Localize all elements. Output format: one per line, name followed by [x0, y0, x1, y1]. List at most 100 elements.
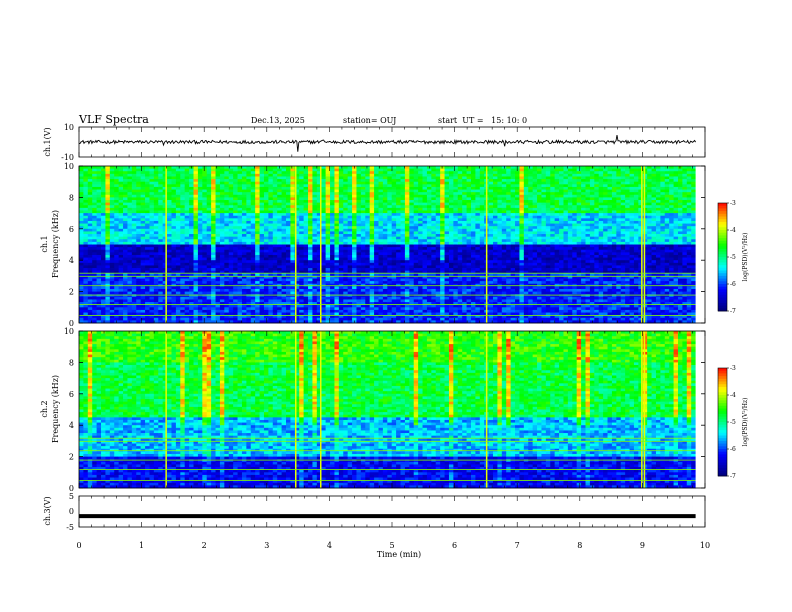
heatmap-cell — [338, 231, 344, 235]
heatmap-cell — [158, 205, 164, 209]
heatmap-cell — [215, 288, 221, 292]
heatmap-cell — [96, 260, 102, 264]
heatmap-cell — [184, 231, 190, 235]
heatmap-cell — [330, 252, 335, 256]
heatmap-cell — [369, 317, 375, 321]
heatmap-cell — [246, 254, 252, 258]
heatmap-cell — [365, 286, 371, 290]
heatmap-cell — [145, 288, 150, 292]
heatmap-cell — [321, 247, 327, 251]
heatmap-cell — [259, 315, 265, 319]
heatmap-cell — [308, 299, 313, 303]
heatmap-cell — [294, 192, 300, 196]
heatmap-cell — [400, 294, 406, 298]
heatmap-cell — [382, 192, 388, 196]
heatmap-cell — [281, 309, 287, 313]
heatmap-cell — [312, 189, 318, 193]
heatmap-cell — [330, 202, 335, 206]
heatmap-cell — [219, 234, 225, 238]
heatmap-cell — [343, 231, 349, 235]
heatmap-cell — [145, 166, 150, 170]
heatmap-cell — [272, 166, 278, 170]
heatmap-cell — [321, 304, 327, 308]
heatmap-cell — [418, 307, 423, 311]
heatmap-cell — [343, 194, 349, 198]
heatmap-cell — [286, 291, 291, 295]
heatmap-cell — [290, 200, 296, 204]
heatmap-cell — [127, 307, 133, 311]
heatmap-cell — [162, 260, 168, 264]
heatmap-cell — [308, 215, 313, 219]
heatmap-cell — [426, 283, 432, 287]
heatmap-cell — [263, 317, 269, 321]
heatmap-cell — [237, 265, 243, 269]
heatmap-cell — [290, 207, 296, 211]
heatmap-cell — [145, 320, 150, 324]
heatmap-cell — [250, 236, 256, 240]
heatmap-cell — [167, 286, 172, 290]
heatmap-cell — [426, 176, 432, 180]
heatmap-cell — [255, 304, 260, 308]
heatmap-cell — [396, 205, 401, 209]
heatmap-cell — [149, 320, 155, 324]
heatmap-cell — [263, 270, 269, 274]
heatmap-cell — [189, 192, 194, 196]
heatmap-cell — [79, 241, 84, 245]
heatmap-cell — [180, 239, 186, 243]
heatmap-cell — [83, 247, 89, 251]
heatmap-cell — [167, 317, 172, 321]
heatmap-cell — [215, 236, 221, 240]
heatmap-cell — [96, 223, 102, 227]
heatmap-cell — [325, 184, 331, 188]
heatmap-cell — [206, 234, 212, 238]
heatmap-cell — [422, 179, 428, 183]
heatmap-cell — [136, 281, 142, 285]
heatmap-cell — [127, 192, 133, 196]
heatmap-cell — [356, 294, 362, 298]
heatmap-cell — [268, 296, 274, 300]
heatmap-cell — [356, 234, 362, 238]
heatmap-cell — [109, 275, 115, 279]
heatmap-cell — [219, 278, 225, 282]
heatmap-cell — [272, 270, 278, 274]
heatmap-cell — [228, 278, 234, 282]
heatmap-cell — [153, 283, 159, 287]
heatmap-cell — [422, 270, 428, 274]
heatmap-cell — [356, 189, 362, 193]
heatmap-cell — [387, 304, 393, 308]
heatmap-cell — [255, 275, 260, 279]
heatmap-cell — [140, 179, 146, 183]
heatmap-cell — [136, 181, 142, 185]
heatmap-cell — [352, 296, 357, 300]
heatmap-cell — [369, 213, 375, 217]
heatmap-cell — [294, 202, 300, 206]
heatmap-cell — [382, 226, 388, 230]
heatmap-cell — [294, 302, 300, 306]
heatmap-cell — [422, 260, 428, 264]
heatmap-cell — [431, 254, 437, 258]
heatmap-cell — [365, 226, 371, 230]
heatmap-cell — [343, 236, 349, 240]
heatmap-cell — [299, 176, 305, 180]
heatmap-cell — [409, 309, 415, 313]
heatmap-cell — [272, 228, 278, 232]
heatmap-cell — [321, 231, 327, 235]
heatmap-cell — [193, 231, 199, 235]
heatmap-cell — [321, 207, 327, 211]
heatmap-cell — [343, 213, 349, 217]
heatmap-cell — [175, 213, 181, 217]
heatmap-cell — [308, 236, 313, 240]
heatmap-cell — [286, 273, 291, 277]
heatmap-cell — [325, 226, 331, 230]
heatmap-cell — [158, 260, 164, 264]
heatmap-cell — [312, 317, 318, 321]
heatmap-cell — [391, 200, 397, 204]
heatmap-cell — [374, 210, 379, 214]
heatmap-cell — [158, 257, 164, 261]
heatmap-cell — [219, 291, 225, 295]
heatmap-cell — [241, 234, 247, 238]
heatmap-cell — [263, 247, 269, 251]
heatmap-cell — [268, 189, 274, 193]
heatmap-cell — [79, 220, 84, 224]
heatmap-cell — [114, 236, 120, 240]
